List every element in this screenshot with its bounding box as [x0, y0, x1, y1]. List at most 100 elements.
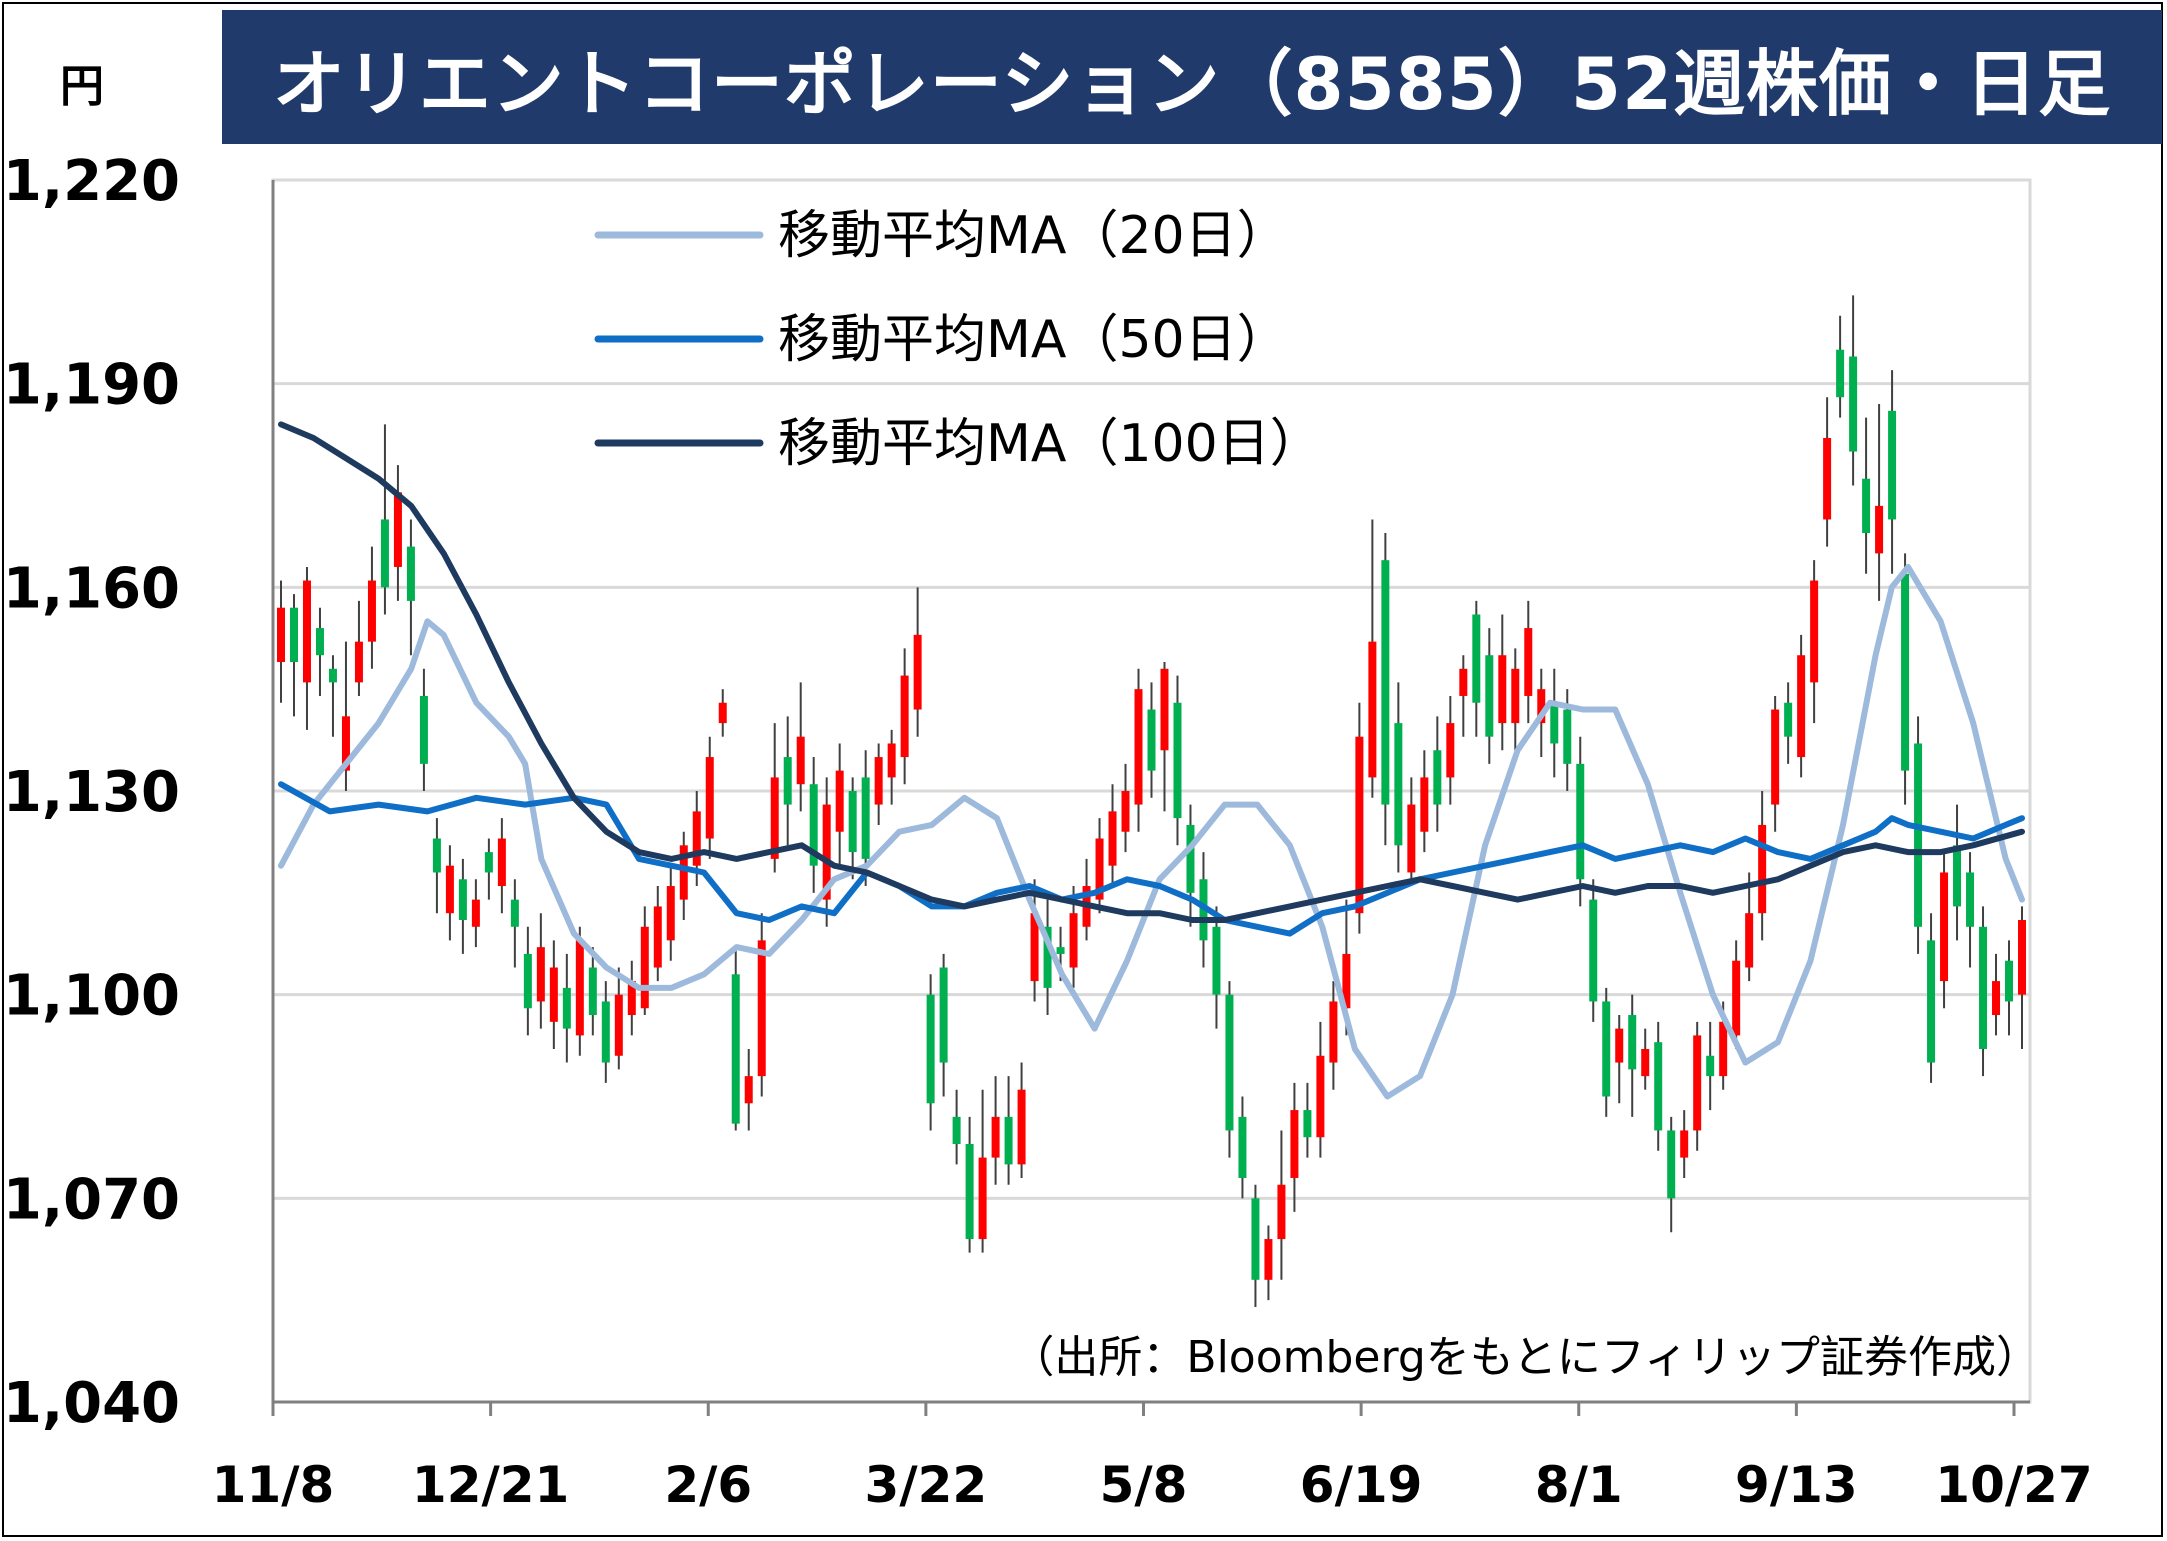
candle-body [1251, 1198, 1260, 1280]
candle-body [1719, 1021, 1728, 1077]
candle-body [1823, 437, 1832, 520]
candle-body [471, 899, 480, 927]
candle-body [718, 702, 727, 724]
candle-body [1836, 349, 1845, 398]
candle-body [406, 546, 415, 601]
candle-body [302, 580, 311, 683]
candle-body [354, 641, 363, 683]
candle-body [913, 634, 922, 710]
candle-body [445, 865, 454, 914]
legend-label: 移動平均MA（20日） [778, 206, 1289, 266]
candle-body [1095, 838, 1104, 900]
candle-body [1797, 655, 1806, 758]
candle-body [900, 675, 909, 758]
candle-body [1511, 668, 1520, 724]
candle-body [757, 940, 766, 1077]
candle-body [1290, 1110, 1299, 1178]
legend: 移動平均MA（20日） 移動平均MA（50日） 移動平均MA（100日） [594, 206, 1322, 474]
candle-body [679, 845, 688, 900]
candle-body [1914, 743, 1923, 927]
candle-body [562, 987, 571, 1029]
candle-body [991, 1116, 1000, 1158]
candle-body [887, 743, 896, 778]
candle-body [1485, 655, 1494, 737]
candle-body [1641, 1048, 1650, 1077]
candle-body [1472, 614, 1481, 703]
candle-body [1771, 709, 1780, 805]
candle-body [1927, 940, 1936, 1063]
candle-body [1563, 709, 1572, 764]
candle-body [835, 770, 844, 832]
candle-body [536, 947, 545, 1002]
candle-body [1303, 1110, 1312, 1138]
candle-body [1680, 1130, 1689, 1158]
candle-body [2005, 960, 2014, 1002]
candle-body [1186, 824, 1195, 893]
candle-body [432, 838, 441, 873]
candle-body [1576, 763, 1585, 880]
y-axis-ticks: 1,220 1,190 1,160 1,130 1,100 1,070 1,040 [3, 149, 180, 1436]
y-tick-label: 1,130 [3, 760, 180, 825]
candle-body [952, 1116, 961, 1145]
candle-body [1550, 702, 1559, 744]
candle-body [783, 757, 792, 805]
candle-body [1238, 1116, 1247, 1178]
candle-body [380, 519, 389, 588]
y-axis-unit: 円 [60, 61, 104, 112]
candle-body [796, 736, 805, 785]
candle-body [1667, 1130, 1676, 1199]
candle-body [640, 926, 649, 1009]
candle-body [1693, 1035, 1702, 1131]
candle-body [1589, 899, 1598, 1002]
candle-body [601, 1001, 610, 1063]
chart-title: オリエントコーポレーション（8585）52週株価・日足 [272, 41, 2112, 126]
moving-average-lines [278, 421, 2025, 1100]
candle-body [2018, 919, 2026, 995]
candle-body [1758, 824, 1767, 914]
candle-body [1433, 750, 1442, 805]
candle-body [315, 628, 324, 656]
candle-body [1147, 709, 1156, 771]
x-tick-label: 11/8 [212, 1456, 335, 1514]
candle-body [653, 906, 662, 968]
candle-body [627, 981, 636, 1016]
x-tick-label: 6/19 [1300, 1456, 1423, 1514]
candle-body [1654, 1042, 1663, 1131]
candle-body [1121, 791, 1130, 832]
candle-body [1498, 655, 1507, 724]
x-tick-label: 3/22 [865, 1456, 988, 1514]
candle-body [874, 757, 883, 805]
source-note: （出所：Bloombergをもとにフィリップ証券作成） [1010, 1332, 2040, 1383]
candle-body [1537, 689, 1546, 724]
candle-body [1043, 926, 1052, 988]
candle-body [1381, 560, 1390, 805]
candle-body [1810, 580, 1819, 683]
candles [277, 295, 2026, 1307]
candle-body [1069, 913, 1078, 968]
candle-body [1407, 804, 1416, 873]
candle-body [575, 940, 584, 1036]
y-tick-label: 1,100 [3, 964, 180, 1029]
candle-body [848, 791, 857, 853]
candle-body [497, 838, 506, 887]
x-tick-label: 2/6 [664, 1456, 752, 1514]
candle-body [1225, 994, 1234, 1131]
candle-body [1004, 1116, 1013, 1165]
candle-body [1212, 926, 1221, 995]
candle-body [1108, 811, 1117, 866]
candle-body [1368, 641, 1377, 778]
candle-body [770, 777, 779, 859]
candle-body [1615, 1028, 1624, 1063]
candle-body [1394, 723, 1403, 846]
candle-body [328, 668, 337, 683]
candle-body [1420, 777, 1429, 832]
candle-body [666, 886, 675, 941]
candle-body [341, 716, 350, 771]
candle-body [744, 1076, 753, 1104]
candle-body [393, 492, 402, 567]
y-tick-label: 1,220 [3, 149, 180, 214]
candle-body [926, 994, 935, 1104]
candle-body [1745, 913, 1754, 968]
